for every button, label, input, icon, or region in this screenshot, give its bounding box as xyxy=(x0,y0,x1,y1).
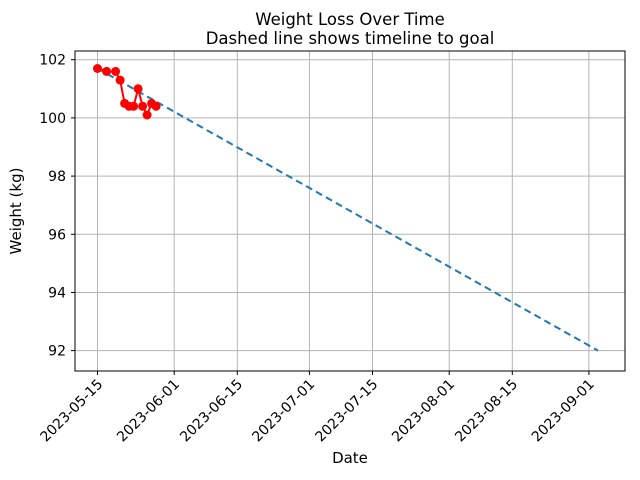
svg-text:2023-06-01: 2023-06-01 xyxy=(114,377,183,446)
weight-markers xyxy=(93,64,161,120)
gridlines xyxy=(75,51,625,371)
svg-text:102: 102 xyxy=(39,53,66,69)
chart-title-block: Weight Loss Over Time Dashed line shows … xyxy=(75,10,625,48)
chart-title: Weight Loss Over Time xyxy=(255,10,445,29)
x-axis-label: Date xyxy=(332,449,368,467)
svg-text:2023-07-01: 2023-07-01 xyxy=(249,377,318,446)
svg-text:2023-06-15: 2023-06-15 xyxy=(177,377,246,446)
plot-border xyxy=(74,50,626,372)
svg-text:2023-08-15: 2023-08-15 xyxy=(452,377,521,446)
svg-text:2023-07-15: 2023-07-15 xyxy=(312,377,381,446)
svg-text:94: 94 xyxy=(48,286,66,302)
svg-text:92: 92 xyxy=(48,344,66,360)
svg-text:2023-08-01: 2023-08-01 xyxy=(389,377,458,446)
svg-text:96: 96 xyxy=(48,227,66,243)
tick-marks xyxy=(71,59,590,375)
svg-text:2023-05-15: 2023-05-15 xyxy=(37,377,106,446)
svg-text:100: 100 xyxy=(39,111,66,127)
chart-subtitle: Dashed line shows timeline to goal xyxy=(205,29,495,48)
y-axis-label: Weight (kg) xyxy=(7,167,25,255)
y-tick-labels: 92 94 96 98 100 102 xyxy=(39,53,66,360)
goal-timeline-line xyxy=(97,67,599,352)
svg-text:98: 98 xyxy=(48,169,66,185)
svg-text:2023-09-01: 2023-09-01 xyxy=(529,377,598,446)
